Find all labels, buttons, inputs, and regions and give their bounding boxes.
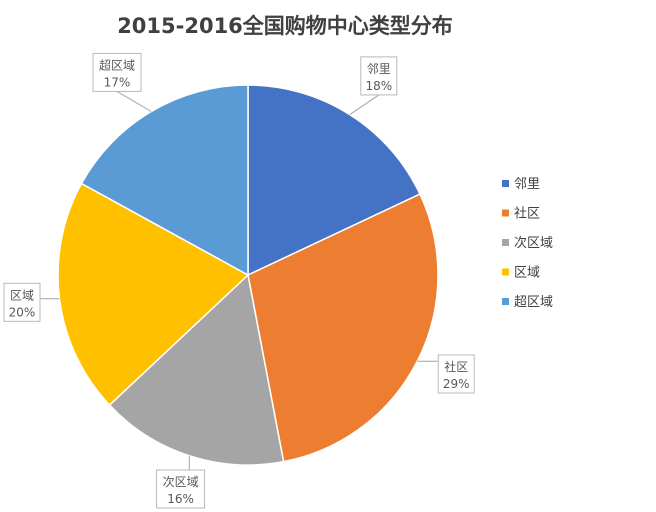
data-label-series-5: 超区域 17% bbox=[92, 52, 152, 112]
legend-swatch bbox=[502, 268, 509, 276]
data-label-category: 区域 bbox=[10, 288, 34, 302]
data-label-value: 29% bbox=[443, 377, 470, 391]
data-label-category: 社区 bbox=[444, 359, 468, 374]
data-label-value: 17% bbox=[104, 75, 131, 89]
legend-item-series-2: 社区 bbox=[502, 206, 540, 222]
pie-slice-series-4 bbox=[57, 182, 250, 407]
data-label-value: 16% bbox=[167, 492, 194, 506]
pie-slice-series-3 bbox=[108, 273, 285, 466]
data-label-box bbox=[360, 56, 398, 96]
legend-label: 社区 bbox=[514, 206, 540, 222]
legend-label: 次区域 bbox=[514, 235, 553, 251]
legend-label: 区域 bbox=[514, 266, 540, 281]
data-label-value: 20% bbox=[9, 305, 36, 319]
legend-item-series-1: 邻里 bbox=[502, 177, 540, 192]
data-label-box bbox=[437, 354, 475, 394]
legend-label: 超区域 bbox=[514, 295, 553, 310]
legend-swatch bbox=[502, 298, 509, 305]
pie-slices bbox=[57, 84, 439, 466]
legend-swatch bbox=[502, 180, 509, 187]
data-label-box bbox=[92, 52, 142, 92]
chart-title: 2015-2016全国购物中心类型分布 bbox=[117, 14, 453, 38]
data-label-series-4: 区域 20% bbox=[3, 282, 60, 322]
data-label-series-1: 邻里 18% bbox=[349, 56, 398, 116]
data-label-category: 次区域 bbox=[163, 475, 199, 489]
data-label-category: 邻里 bbox=[367, 62, 391, 76]
data-label-series-3: 次区域 16% bbox=[156, 455, 206, 509]
data-label-box bbox=[156, 469, 206, 509]
pie-slice-series-2 bbox=[247, 193, 439, 463]
data-label-value: 18% bbox=[365, 79, 392, 93]
legend-item-series-3: 次区域 bbox=[502, 235, 553, 251]
legend-swatch bbox=[502, 239, 509, 246]
leader-line-series-1 bbox=[349, 94, 380, 116]
pie-slice-series-1 bbox=[247, 84, 421, 277]
data-label-series-2: 社区 29% bbox=[417, 354, 475, 394]
legend-item-series-4: 区域 bbox=[502, 266, 540, 281]
data-label-category: 超区域 bbox=[99, 57, 135, 72]
legend-swatch bbox=[502, 209, 509, 217]
data-labels: 邻里 18% 社区 29% 次区域 16% 区域 20% 超区域 17% bbox=[3, 52, 475, 509]
data-label-box bbox=[3, 282, 41, 322]
leader-line-series-5 bbox=[116, 90, 152, 112]
legend-item-series-5: 超区域 bbox=[502, 295, 553, 310]
legend-label: 邻里 bbox=[514, 177, 540, 192]
